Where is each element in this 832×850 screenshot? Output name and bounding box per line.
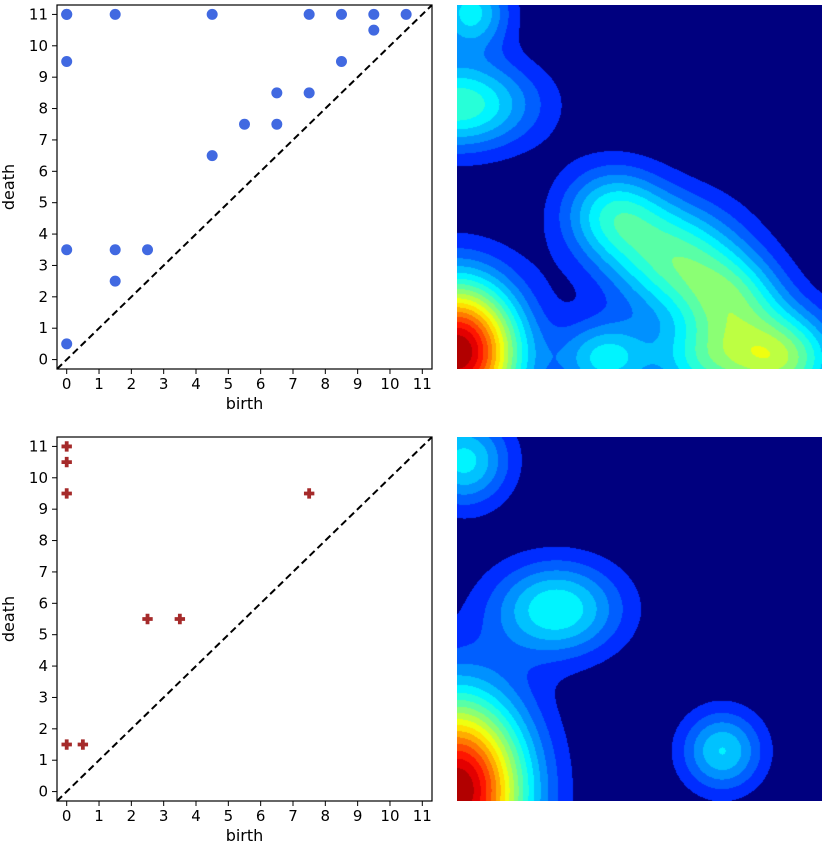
data-point [61, 456, 72, 468]
data-point [368, 8, 380, 20]
data-point [61, 55, 73, 67]
y-tick-label: 0 [38, 783, 48, 801]
y-tick-label: 7 [38, 563, 48, 581]
y-tick-label: 1 [38, 751, 48, 769]
y-tick-label: 8 [38, 532, 48, 550]
data-point [335, 8, 347, 20]
x-axis-label: birth [226, 826, 264, 845]
data-point [61, 441, 72, 452]
y-tick-label: 7 [38, 131, 48, 149]
x-tick-label: 10 [380, 375, 399, 393]
x-axis-label: birth [226, 394, 264, 413]
y-tick-label: 9 [38, 68, 48, 86]
x-tick-label: 8 [321, 375, 331, 393]
x-tick-label: 11 [413, 807, 432, 825]
data-point [368, 24, 380, 36]
axes-frame [56, 436, 433, 802]
y-tick-label: 3 [38, 688, 48, 706]
data-point [303, 87, 315, 99]
data-point [109, 244, 121, 256]
axes-frame [56, 4, 433, 370]
y-tick-label: 4 [38, 657, 48, 675]
data-point [61, 488, 72, 499]
heatmap-image [457, 5, 822, 369]
y-tick-label: 9 [38, 500, 48, 518]
y-tick-label: 4 [38, 225, 48, 243]
data-point [174, 613, 186, 625]
y-tick-label: 11 [29, 437, 48, 455]
data-point [239, 118, 250, 130]
x-tick-label: 0 [62, 807, 72, 825]
data-point [303, 488, 315, 499]
x-tick-label: 2 [127, 807, 137, 825]
x-tick-label: 2 [127, 375, 137, 393]
data-point [142, 244, 154, 256]
y-tick-label: 2 [38, 288, 48, 306]
y-tick-label: 5 [38, 194, 48, 212]
data-point [109, 8, 121, 20]
x-tick-label: 1 [94, 375, 104, 393]
x-tick-label: 6 [256, 807, 266, 825]
x-tick-label: 9 [353, 807, 363, 825]
y-axis-label: death [0, 164, 18, 210]
heatmap-image [457, 437, 822, 801]
y-tick-label: 10 [29, 469, 48, 487]
data-point [77, 739, 89, 750]
data-point [400, 8, 412, 20]
y-tick-label: 3 [38, 256, 48, 274]
data-point [61, 338, 73, 350]
x-tick-label: 7 [288, 807, 298, 825]
x-tick-label: 6 [256, 375, 266, 393]
data-point [61, 8, 73, 20]
data-point [61, 739, 72, 750]
y-tick-label: 11 [29, 5, 48, 23]
y-tick-label: 1 [38, 319, 48, 337]
data-point [271, 87, 283, 99]
y-tick-label: 0 [38, 351, 48, 369]
data-point [142, 613, 153, 625]
data-point [206, 150, 218, 162]
persistence-image-top [457, 5, 822, 369]
y-axis-label: death [0, 596, 18, 642]
data-point [206, 8, 218, 20]
persistence-diagram-bottom: 0 1 2 3 4 5 6 7 8 9 10 11 0 1 2 3 4 5 6 7 8 9 10 11 birth death [0, 436, 433, 845]
y-tick-label: 8 [38, 100, 48, 118]
diagonal-line [57, 5, 432, 369]
x-tick-label: 10 [380, 807, 399, 825]
y-tick-label: 2 [38, 720, 48, 738]
data-point [109, 275, 121, 287]
x-tick-label: 9 [353, 375, 363, 393]
x-tick-label: 3 [159, 375, 169, 393]
x-tick-label: 1 [94, 807, 104, 825]
data-point [335, 55, 347, 67]
x-tick-label: 7 [288, 375, 298, 393]
x-tick-label: 5 [224, 375, 234, 393]
data-point [303, 8, 315, 20]
x-tick-label: 4 [191, 375, 201, 393]
x-tick-label: 11 [413, 375, 432, 393]
x-tick-label: 5 [224, 807, 234, 825]
data-point [271, 118, 283, 130]
persistence-image-bottom [457, 437, 822, 801]
x-tick-label: 0 [62, 375, 72, 393]
y-tick-label: 5 [38, 626, 48, 644]
x-tick-label: 3 [159, 807, 169, 825]
y-tick-label: 10 [29, 37, 48, 55]
x-tick-label: 8 [321, 807, 331, 825]
diagonal-line [57, 437, 432, 801]
y-tick-label: 6 [38, 594, 48, 612]
x-tick-label: 4 [191, 807, 201, 825]
persistence-diagram-top: 0 1 2 3 4 5 6 7 8 9 10 11 0 1 2 3 4 5 6 7 8 9 10 11 birth death [0, 4, 433, 413]
y-tick-label: 6 [38, 162, 48, 180]
data-point [61, 244, 73, 256]
